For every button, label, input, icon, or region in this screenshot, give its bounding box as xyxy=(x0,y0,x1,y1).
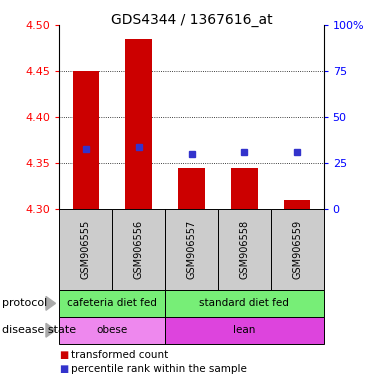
Bar xyxy=(178,168,205,209)
Text: GSM906559: GSM906559 xyxy=(292,220,302,279)
Text: lean: lean xyxy=(233,325,255,335)
Bar xyxy=(126,39,152,209)
Text: obese: obese xyxy=(97,325,128,335)
Text: ■: ■ xyxy=(59,364,69,374)
Text: cafeteria diet fed: cafeteria diet fed xyxy=(67,298,157,308)
Bar xyxy=(284,200,311,209)
Text: percentile rank within the sample: percentile rank within the sample xyxy=(71,364,247,374)
Bar xyxy=(231,168,257,209)
Text: GSM906556: GSM906556 xyxy=(134,220,144,279)
Text: transformed count: transformed count xyxy=(71,350,168,360)
Text: GSM906555: GSM906555 xyxy=(81,220,91,279)
Text: GSM906558: GSM906558 xyxy=(239,220,249,279)
Text: GDS4344 / 1367616_at: GDS4344 / 1367616_at xyxy=(111,13,272,27)
Text: standard diet fed: standard diet fed xyxy=(200,298,289,308)
Text: protocol: protocol xyxy=(2,298,47,308)
Bar xyxy=(73,71,99,209)
Text: GSM906557: GSM906557 xyxy=(187,220,196,279)
Text: disease state: disease state xyxy=(2,325,76,335)
Text: ■: ■ xyxy=(59,350,69,360)
